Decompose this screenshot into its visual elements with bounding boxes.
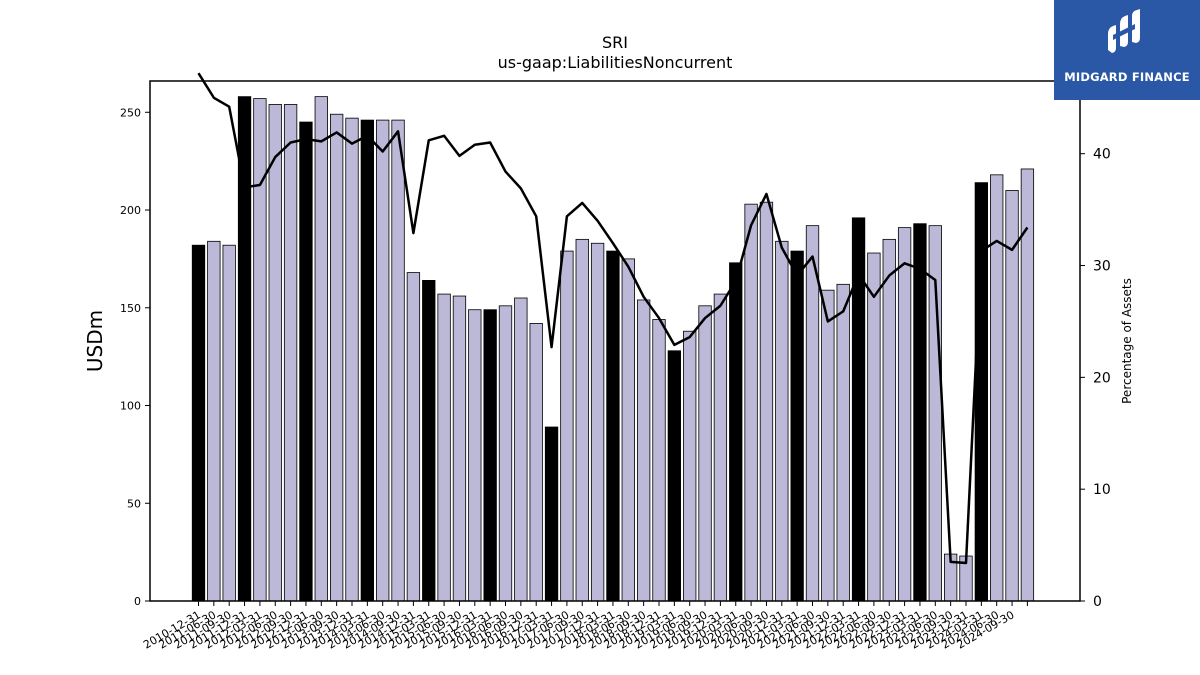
x-axis: 2010-12-312011-06-302011-09-302011-12-31…	[141, 601, 1028, 652]
bar-2021-09-30	[836, 283, 850, 602]
bar-2019-09-30	[713, 293, 728, 602]
bar-2024-06-30	[1005, 190, 1019, 602]
bar-2012-12-31	[299, 121, 313, 602]
bar-2016-12-31	[544, 426, 559, 602]
bar-2015-12-31	[483, 309, 497, 602]
bar-2019-12-31	[729, 262, 743, 602]
bar-2018-09-30	[652, 319, 666, 602]
bar-2019-03-31	[683, 330, 697, 602]
y-axis-left: 0 50 100 150 200 250	[120, 106, 150, 608]
bar-2022-12-31	[913, 223, 927, 602]
y-axis-label-left: USDm	[83, 310, 107, 372]
bar-2011-12-31	[237, 96, 252, 602]
y-axis-right: 0 10 20 30 40	[1080, 147, 1111, 610]
bar-2012-06-30	[268, 104, 282, 602]
y-tick-label-right: 0	[1093, 594, 1102, 610]
y-tick-label-left: 50	[127, 497, 141, 510]
midgard-logo-icon	[1108, 9, 1140, 53]
bar-2010-12-31	[191, 244, 206, 602]
brand-logo: MIDGARD FINANCE	[1054, 0, 1200, 100]
y-tick-label-right: 40	[1093, 147, 1111, 163]
y-tick-label-right: 10	[1093, 482, 1111, 498]
y-tick-label-left: 250	[120, 106, 141, 119]
bar-2018-03-31	[621, 258, 635, 602]
bar-2014-06-30	[391, 119, 405, 602]
bar-2013-09-30	[345, 117, 359, 602]
bar-2013-12-31	[360, 119, 375, 602]
bar-2017-06-30	[575, 238, 589, 602]
brand-name: MIDGARD FINANCE	[1064, 70, 1190, 84]
bar-2018-12-31	[667, 350, 681, 602]
bar-2016-09-30	[529, 323, 543, 602]
y-tick-label-right: 30	[1093, 259, 1111, 275]
bar-2023-12-31	[974, 182, 988, 602]
bar-2015-06-30	[452, 295, 467, 602]
bar-2013-06-30	[329, 113, 344, 602]
y-tick-label-right: 20	[1093, 370, 1111, 386]
bar-series	[191, 96, 1035, 602]
chart-title: SRI	[602, 33, 628, 52]
bar-2021-03-31	[805, 225, 820, 602]
line-series	[197, 72, 1029, 565]
bar-2012-03-31	[253, 98, 267, 602]
bar-2015-03-31	[437, 293, 451, 602]
bar-2024-03-31	[990, 174, 1004, 602]
bar-2020-03-31	[744, 203, 758, 602]
bar-2014-03-31	[376, 119, 390, 602]
bar-2022-03-31	[867, 252, 881, 602]
bar-2011-06-30	[222, 244, 236, 602]
y-tick-label-left: 150	[120, 302, 141, 315]
chart-subtitle: us-gaap:LiabilitiesNoncurrent	[498, 53, 733, 72]
bar-2015-09-30	[468, 309, 482, 602]
plot-frame	[149, 80, 1081, 602]
bar-2011-03-31	[207, 240, 221, 602]
y-tick-label-left: 200	[120, 204, 141, 217]
bar-2014-09-30	[406, 272, 421, 602]
bar-2022-09-30	[897, 227, 912, 602]
bar-2020-12-31	[790, 250, 804, 602]
bar-2013-03-31	[314, 96, 328, 602]
bar-2020-06-30	[759, 201, 774, 602]
bar-2017-03-31	[560, 250, 574, 602]
bar-2016-03-31	[498, 305, 513, 602]
bar-2019-06-30	[698, 305, 712, 602]
bar-2017-12-31	[606, 250, 620, 602]
bar-2020-09-30	[775, 240, 789, 602]
y-tick-label-left: 0	[134, 595, 141, 608]
y-tick-label-left: 100	[120, 400, 141, 413]
bar-2016-06-30	[514, 297, 528, 602]
y-axis-label-right: Percentage of Assets	[1120, 278, 1134, 404]
bar-2012-09-30	[283, 104, 298, 602]
percentage-line	[197, 72, 1029, 565]
bar-2014-12-31	[422, 279, 436, 602]
bar-2017-09-30	[590, 242, 605, 602]
bar-2018-06-30	[637, 299, 651, 602]
bar-2022-06-30	[882, 238, 896, 602]
bar-2021-06-30	[821, 289, 835, 602]
